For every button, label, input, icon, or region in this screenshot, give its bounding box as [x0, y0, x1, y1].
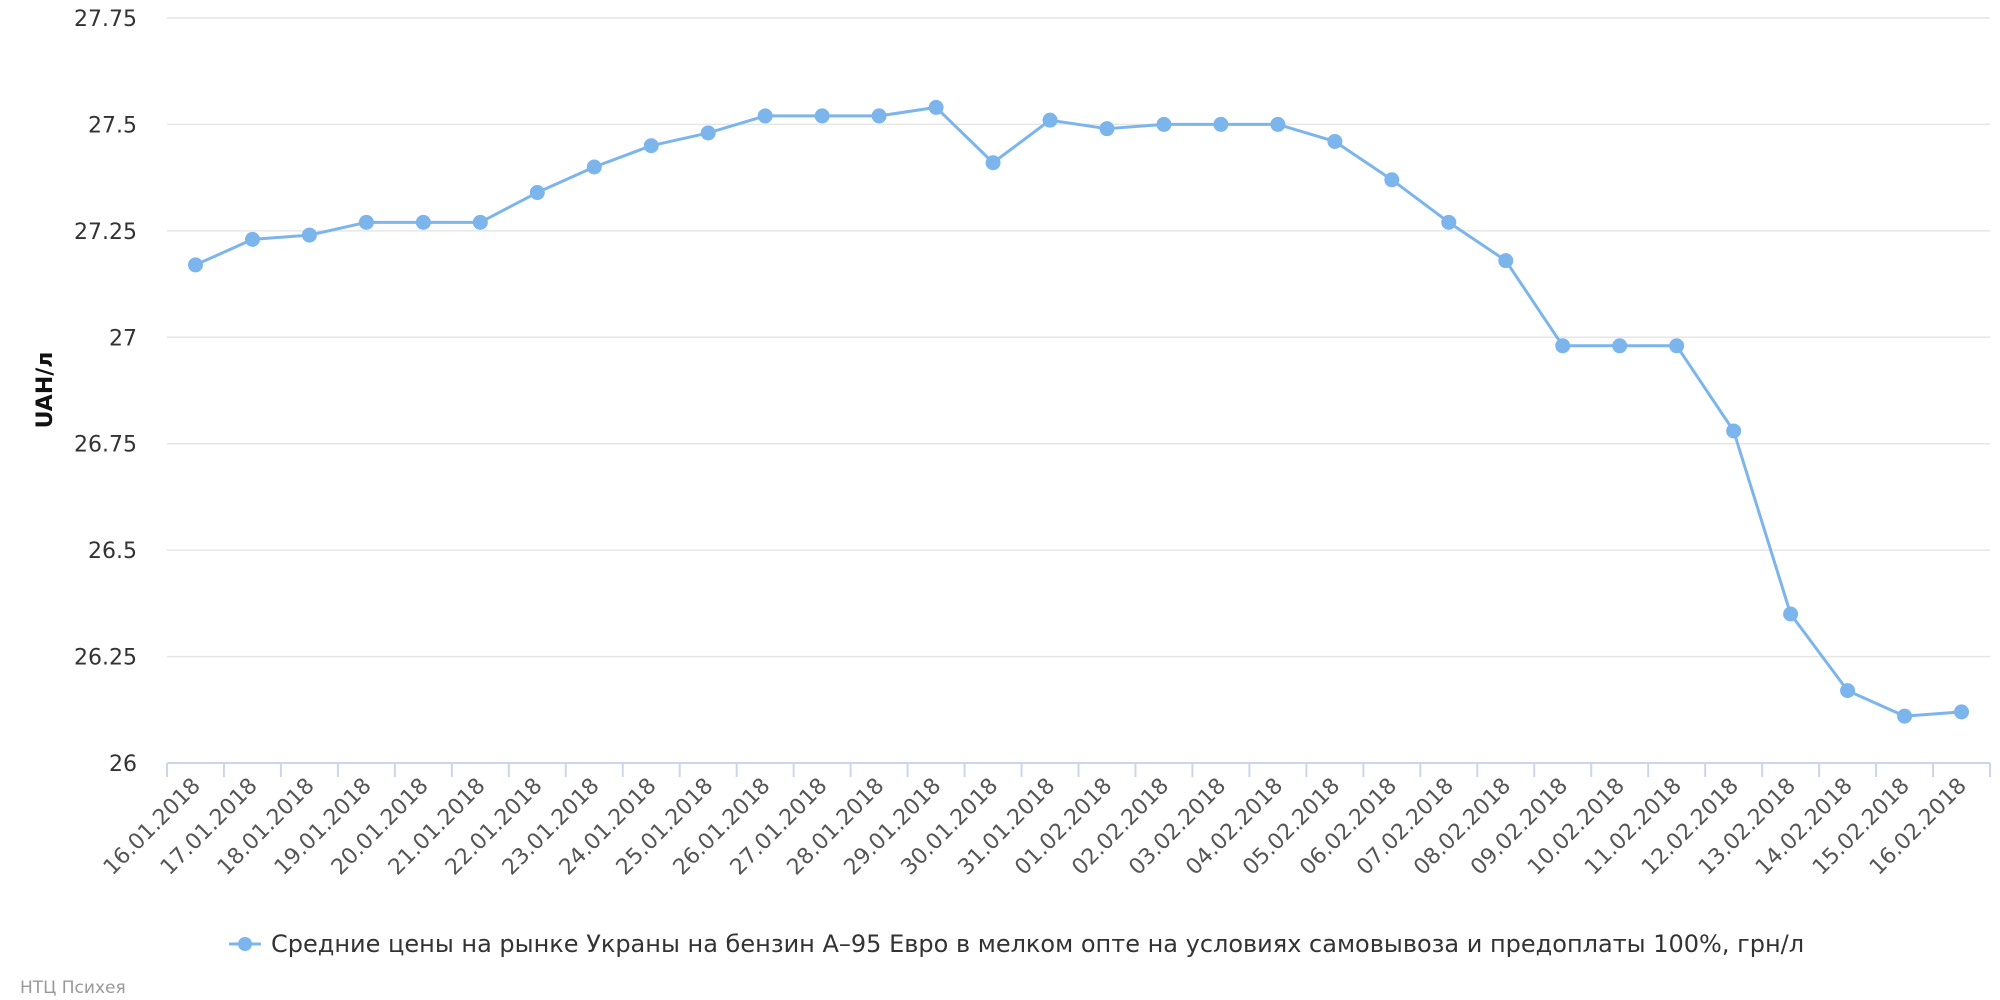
data-point[interactable]: [1612, 338, 1628, 354]
legend[interactable]: Средние цены на рынке Украны на бензин А…: [229, 930, 1804, 958]
data-point[interactable]: [187, 257, 203, 273]
data-point[interactable]: [871, 108, 887, 124]
legend-label: Средние цены на рынке Украны на бензин А…: [271, 930, 1804, 958]
grid-lines: [167, 17, 1990, 658]
data-point[interactable]: [472, 214, 488, 230]
data-point[interactable]: [1327, 133, 1343, 149]
y-tick-label: 26: [109, 752, 137, 777]
data-point[interactable]: [1726, 423, 1742, 439]
y-tick-label: 26.75: [74, 433, 137, 458]
y-tick-label: 27: [109, 326, 137, 351]
data-point[interactable]: [1213, 116, 1229, 132]
data-point[interactable]: [301, 227, 317, 243]
y-axis-title: UAH/л: [33, 352, 58, 429]
series-line: [193, 105, 1964, 718]
series-group: [187, 99, 1970, 724]
data-point[interactable]: [529, 185, 545, 201]
data-point[interactable]: [643, 138, 659, 154]
data-point[interactable]: [757, 108, 773, 124]
data-point[interactable]: [1897, 708, 1913, 724]
y-tick-label: 26.5: [88, 539, 137, 564]
data-point[interactable]: [415, 214, 431, 230]
data-point[interactable]: [1498, 253, 1514, 269]
chart-credit[interactable]: НТЦ Психея: [20, 978, 126, 998]
data-point[interactable]: [928, 99, 944, 115]
data-point[interactable]: [985, 155, 1001, 171]
data-point[interactable]: [1555, 338, 1571, 354]
y-tick-label: 27.5: [88, 113, 137, 138]
data-point[interactable]: [1954, 704, 1970, 720]
x-axis: [166, 762, 1991, 777]
data-point[interactable]: [1441, 214, 1457, 230]
y-tick-label: 27.75: [74, 7, 137, 32]
y-axis-tick-labels: 26 26.25 26.5 26.75 27 27.25 27.5 27.75: [74, 7, 137, 777]
x-tick-label: 16.01.2018: [99, 774, 206, 881]
data-point[interactable]: [814, 108, 830, 124]
data-point[interactable]: [1783, 606, 1799, 622]
y-tick-label: 27.25: [74, 220, 137, 245]
y-tick-label: 26.25: [74, 646, 137, 671]
data-point[interactable]: [358, 214, 374, 230]
x-axis-tick-labels: 16.01.201817.01.201818.01.201819.01.2018…: [99, 774, 1972, 881]
data-point[interactable]: [1156, 116, 1172, 132]
legend-point-marker: [238, 937, 252, 951]
data-point[interactable]: [244, 231, 260, 247]
data-point[interactable]: [1384, 172, 1400, 188]
data-point[interactable]: [1270, 116, 1286, 132]
data-point[interactable]: [1669, 338, 1685, 354]
data-point[interactable]: [700, 125, 716, 141]
data-point[interactable]: [1042, 112, 1058, 128]
data-point[interactable]: [1840, 683, 1856, 699]
data-point[interactable]: [1099, 121, 1115, 137]
data-point[interactable]: [586, 159, 602, 175]
